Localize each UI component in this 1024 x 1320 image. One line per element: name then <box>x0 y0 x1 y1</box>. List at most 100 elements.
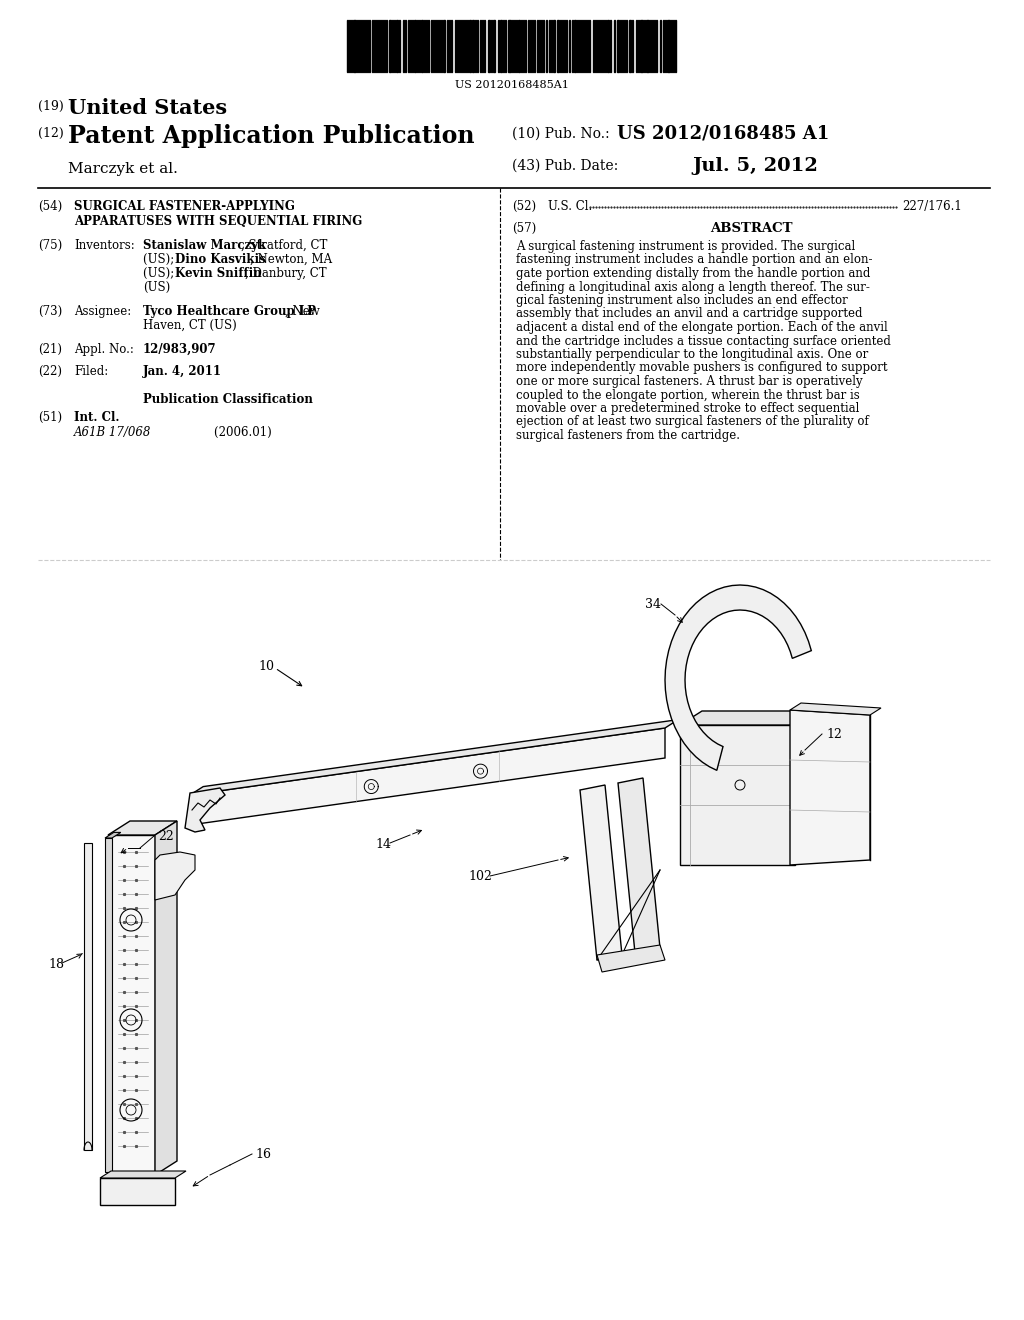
Bar <box>469 20 471 73</box>
Text: (21): (21) <box>38 343 62 356</box>
Text: Stanislaw Marczyk: Stanislaw Marczyk <box>143 239 266 252</box>
Polygon shape <box>105 833 121 838</box>
Text: A surgical fastening instrument is provided. The surgical: A surgical fastening instrument is provi… <box>516 240 855 253</box>
Text: ABSTRACT: ABSTRACT <box>710 222 793 235</box>
Bar <box>557 20 559 73</box>
Text: (US);: (US); <box>143 253 178 267</box>
Bar <box>472 20 474 73</box>
Polygon shape <box>580 785 622 960</box>
Text: Marczyk et al.: Marczyk et al. <box>68 162 178 176</box>
Bar <box>414 20 416 73</box>
Text: 227/176.1: 227/176.1 <box>902 201 962 213</box>
Bar <box>488 20 490 73</box>
Text: , Danbury, CT: , Danbury, CT <box>245 267 327 280</box>
Text: Publication Classification: Publication Classification <box>143 393 313 407</box>
Text: 102: 102 <box>468 870 492 883</box>
Polygon shape <box>100 1171 186 1177</box>
Polygon shape <box>795 711 817 865</box>
Bar <box>646 20 649 73</box>
Polygon shape <box>155 821 177 1175</box>
Bar <box>396 20 398 73</box>
Text: adjacent a distal end of the elongate portion. Each of the anvil: adjacent a distal end of the elongate po… <box>516 321 888 334</box>
Text: (52): (52) <box>512 201 537 213</box>
Text: Filed:: Filed: <box>74 366 109 378</box>
Text: (10) Pub. No.:: (10) Pub. No.: <box>512 127 609 141</box>
Polygon shape <box>790 710 870 865</box>
Text: SURGICAL FASTENER-APPLYING: SURGICAL FASTENER-APPLYING <box>74 201 295 213</box>
Bar <box>574 20 575 73</box>
Polygon shape <box>190 729 665 825</box>
Bar <box>421 20 423 73</box>
Bar <box>667 20 670 73</box>
Polygon shape <box>680 725 795 865</box>
Text: more independently movable pushers is configured to support: more independently movable pushers is co… <box>516 362 888 375</box>
Bar <box>553 20 555 73</box>
Text: , Stratford, CT: , Stratford, CT <box>241 239 328 252</box>
Polygon shape <box>597 945 665 972</box>
Text: and the cartridge includes a tissue contacting surface oriented: and the cartridge includes a tissue cont… <box>516 334 891 347</box>
Bar <box>353 20 356 73</box>
Text: surgical fasteners from the cartridge.: surgical fasteners from the cartridge. <box>516 429 740 442</box>
Text: one or more surgical fasteners. A thrust bar is operatively: one or more surgical fasteners. A thrust… <box>516 375 862 388</box>
Text: defining a longitudinal axis along a length thereof. The sur-: defining a longitudinal axis along a len… <box>516 281 869 293</box>
Text: ejection of at least two surgical fasteners of the plurality of: ejection of at least two surgical fasten… <box>516 416 868 429</box>
Text: 12: 12 <box>826 729 842 741</box>
Polygon shape <box>618 777 660 953</box>
Text: (19): (19) <box>38 100 63 114</box>
Bar <box>518 20 520 73</box>
Text: (43) Pub. Date:: (43) Pub. Date: <box>512 158 618 173</box>
Text: movable over a predetermined stroke to effect sequential: movable over a predetermined stroke to e… <box>516 403 859 414</box>
Text: Int. Cl.: Int. Cl. <box>74 411 120 424</box>
Text: substantially perpendicular to the longitudinal axis. One or: substantially perpendicular to the longi… <box>516 348 868 360</box>
Bar <box>493 20 495 73</box>
Text: 18: 18 <box>48 958 63 972</box>
Text: A61B 17/068: A61B 17/068 <box>74 426 152 440</box>
Text: fastening instrument includes a handle portion and an elon-: fastening instrument includes a handle p… <box>516 253 872 267</box>
Bar <box>617 20 618 73</box>
Text: 10: 10 <box>258 660 274 673</box>
Polygon shape <box>680 711 817 725</box>
Bar <box>500 20 502 73</box>
Text: 16: 16 <box>255 1148 271 1162</box>
Polygon shape <box>108 836 155 1175</box>
Text: (22): (22) <box>38 366 62 378</box>
Text: (US);: (US); <box>143 267 178 280</box>
Text: (54): (54) <box>38 201 62 213</box>
Text: coupled to the elongate portion, wherein the thrust bar is: coupled to the elongate portion, wherein… <box>516 388 860 401</box>
Text: U.S. Cl.: U.S. Cl. <box>548 201 596 213</box>
Text: (73): (73) <box>38 305 62 318</box>
Text: Inventors:: Inventors: <box>74 239 135 252</box>
Text: US 20120168485A1: US 20120168485A1 <box>455 81 569 90</box>
Polygon shape <box>190 719 678 795</box>
Bar <box>443 20 445 73</box>
Text: Assignee:: Assignee: <box>74 305 131 318</box>
Text: 22: 22 <box>158 830 174 843</box>
Text: assembly that includes an anvil and a cartridge supported: assembly that includes an anvil and a ca… <box>516 308 862 321</box>
Text: (2006.01): (2006.01) <box>169 426 271 440</box>
Text: Jan. 4, 2011: Jan. 4, 2011 <box>143 366 222 378</box>
Text: (12): (12) <box>38 127 63 140</box>
Text: , New: , New <box>285 305 319 318</box>
Text: Dino Kasvikis: Dino Kasvikis <box>175 253 266 267</box>
Bar <box>607 20 609 73</box>
Text: APPARATUSES WITH SEQUENTIAL FIRING: APPARATUSES WITH SEQUENTIAL FIRING <box>74 215 362 228</box>
Text: Appl. No.:: Appl. No.: <box>74 343 134 356</box>
Text: Patent Application Publication: Patent Application Publication <box>68 124 474 148</box>
Polygon shape <box>185 788 225 832</box>
Polygon shape <box>790 704 881 715</box>
Text: gate portion extending distally from the handle portion and: gate portion extending distally from the… <box>516 267 870 280</box>
Polygon shape <box>665 585 811 771</box>
Text: (51): (51) <box>38 411 62 424</box>
Text: gical fastening instrument also includes an end effector: gical fastening instrument also includes… <box>516 294 848 308</box>
Bar <box>640 20 643 73</box>
Text: United States: United States <box>68 98 227 117</box>
Polygon shape <box>100 1177 175 1205</box>
Text: (57): (57) <box>512 222 537 235</box>
Text: (75): (75) <box>38 239 62 252</box>
Bar <box>629 20 631 73</box>
Text: Haven, CT (US): Haven, CT (US) <box>143 319 237 333</box>
Text: 12/983,907: 12/983,907 <box>143 343 217 356</box>
Bar <box>389 20 391 73</box>
Text: 14: 14 <box>375 838 391 851</box>
Text: Kevin Sniffin: Kevin Sniffin <box>175 267 262 280</box>
